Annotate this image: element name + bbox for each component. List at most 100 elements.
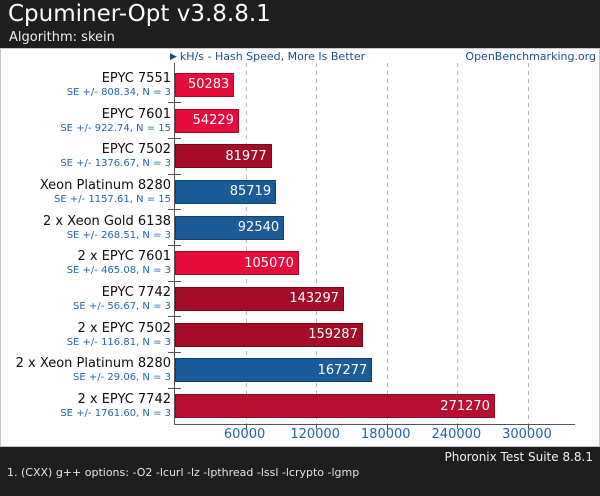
bar-label-column: EPYC 7742 SE +/- 56.67, N = 3 (1, 281, 174, 317)
bar-row: EPYC 7742 SE +/- 56.67, N = 3 143297 (1, 281, 575, 317)
x-axis-labels: 60000 120000 180000 240000 300000 (174, 426, 574, 446)
bar-se-label: SE +/- 116.81, N = 3 (66, 336, 171, 348)
suite-version-label: Phoronix Test Suite 8.8.1 (444, 450, 594, 464)
bar-se-label: SE +/- 29.06, N = 3 (73, 372, 171, 384)
bar-row: Xeon Platinum 8280 SE +/- 1157.61, N = 15… (1, 174, 575, 210)
bar-category-label: EPYC 7742 (101, 284, 171, 300)
gridline (245, 63, 247, 424)
bar-row: EPYC 7601 SE +/- 922.74, N = 15 54229 (1, 103, 575, 139)
bar-value-label: 81977 (225, 148, 267, 164)
bar-category-label: EPYC 7502 (101, 142, 171, 158)
chart-panel: ▶ kH/s - Hash Speed, More Is Better Open… (0, 48, 600, 447)
bar-label-column: 2 x EPYC 7601 SE +/- 465.08, N = 3 (1, 245, 174, 281)
y-axis-row-tick (168, 352, 181, 354)
x-tick-label: 240000 (431, 427, 482, 442)
bar-value-label: 143297 (289, 291, 339, 307)
bar-track: 271270 (174, 388, 575, 424)
bar-track: 92540 (174, 210, 575, 246)
bar-row: 2 x EPYC 7502 SE +/- 116.81, N = 3 159287 (1, 317, 575, 353)
bar-label-column: EPYC 7502 SE +/- 1376.67, N = 3 (1, 138, 174, 174)
bar-row: EPYC 7551 SE +/- 808.34, N = 3 50283 (1, 67, 575, 103)
y-axis-row-tick (168, 387, 181, 389)
bar-se-label: SE +/- 1376.67, N = 3 (60, 158, 171, 170)
x-tick-label: 60000 (223, 427, 266, 442)
bar-row: EPYC 7502 SE +/- 1376.67, N = 3 81977 (1, 138, 575, 174)
x-tick-mark (457, 424, 459, 429)
gridline (316, 63, 318, 424)
bar-se-label: SE +/- 808.34, N = 3 (66, 86, 171, 98)
y-axis-row-tick (168, 316, 181, 318)
bar-track: 167277 (174, 353, 575, 389)
y-axis-row-tick (168, 137, 181, 139)
bar-label-column: 2 x Xeon Platinum 8280 SE +/- 29.06, N = … (1, 353, 174, 389)
bar-category-label: 2 x EPYC 7502 (77, 320, 171, 336)
bar-track: 85719 (174, 174, 575, 210)
y-axis-row-tick (168, 209, 181, 211)
bar-se-label: SE +/- 1157.61, N = 15 (53, 193, 171, 205)
bar-value-label: 167277 (317, 362, 368, 378)
bar-track: 54229 (174, 103, 575, 139)
bar-se-label: SE +/- 465.08, N = 3 (66, 265, 171, 277)
bar: 167277 (175, 358, 373, 383)
bar: 85719 (175, 179, 277, 204)
bar-se-label: SE +/- 268.51, N = 3 (66, 229, 171, 241)
bar: 81977 (175, 144, 272, 169)
bar-track: 50283 (174, 67, 575, 103)
bar-row: 2 x EPYC 7742 SE +/- 1761.60, N = 3 271270 (1, 388, 575, 424)
compiler-note: 1. (CXX) g++ options: -O2 -lcurl -lz -lp… (7, 466, 360, 479)
bar-se-label: SE +/- 922.74, N = 15 (60, 122, 171, 134)
bar: 92540 (175, 215, 285, 240)
bar-value-label: 92540 (237, 220, 280, 236)
bar: 105070 (175, 251, 299, 276)
x-tick-label: 300000 (502, 427, 552, 442)
chart-header: Cpuminer-Opt v3.8.8.1 Algorithm: skein (0, 0, 600, 48)
bar-category-label: EPYC 7601 (101, 106, 171, 122)
bar-value-label: 271270 (440, 398, 490, 414)
bar: 54229 (175, 108, 239, 133)
bar-track: 143297 (174, 281, 575, 317)
bar: 271270 (175, 394, 495, 419)
bar-category-label: 2 x EPYC 7601 (77, 249, 171, 265)
plot-grid (174, 63, 575, 429)
chart-meta-row: ▶ kH/s - Hash Speed, More Is Better Open… (1, 50, 596, 63)
gridline (457, 63, 459, 424)
bar-category-label: 2 x Xeon Platinum 8280 (15, 356, 171, 372)
x-tick-mark (386, 424, 388, 429)
bar-rows: EPYC 7551 SE +/- 808.34, N = 3 50283 EPYC 7… (1, 67, 575, 424)
bar-label-column: Xeon Platinum 8280 SE +/- 1157.61, N = 15 (1, 174, 174, 210)
x-tick-mark (245, 424, 247, 429)
y-axis-row-tick (168, 102, 181, 104)
bar-label-column: EPYC 7551 SE +/- 808.34, N = 3 (1, 67, 174, 103)
bar: 159287 (175, 322, 363, 347)
y-axis-row-tick (168, 173, 181, 175)
chart-footer: Phoronix Test Suite 8.8.1 1. (CXX) g++ o… (0, 447, 600, 496)
bar-value-label: 50283 (187, 77, 230, 93)
bar-category-label: Xeon Platinum 8280 (39, 177, 171, 193)
bar-value-label: 85719 (229, 184, 272, 200)
bar: 143297 (175, 286, 344, 311)
bar-row: 2 x Xeon Gold 6138 SE +/- 268.51, N = 3 92… (1, 210, 575, 246)
unit-label-group: ▶ kH/s - Hash Speed, More Is Better (170, 50, 365, 63)
x-tick-label: 180000 (360, 427, 411, 442)
bar-track: 105070 (174, 245, 575, 281)
openbenchmarking-link[interactable]: OpenBenchmarking.org (465, 50, 596, 63)
bar-row: 2 x EPYC 7601 SE +/- 465.08, N = 3 105070 (1, 245, 575, 281)
bar-category-label: EPYC 7551 (101, 70, 171, 86)
bar-label-column: 2 x EPYC 7742 SE +/- 1761.60, N = 3 (1, 388, 174, 424)
bar-label-column: EPYC 7601 SE +/- 922.74, N = 15 (1, 103, 174, 139)
bar-label-column: 2 x Xeon Gold 6138 SE +/- 268.51, N = 3 (1, 210, 174, 246)
x-tick-mark (527, 424, 529, 429)
bar: 50283 (175, 72, 235, 97)
bar-value-label: 54229 (192, 113, 234, 129)
bar-se-label: SE +/- 1761.60, N = 3 (60, 408, 171, 420)
x-tick-mark (316, 424, 318, 429)
unit-label: kH/s - Hash Speed, More Is Better (179, 50, 366, 63)
bar-se-label: SE +/- 56.67, N = 3 (73, 300, 171, 312)
bar-value-label: 105070 (244, 255, 294, 271)
gridline (527, 63, 529, 424)
bar-category-label: 2 x EPYC 7742 (77, 392, 171, 408)
x-tick-label: 120000 (290, 427, 340, 442)
more-is-better-arrow-icon: ▶ (170, 51, 177, 62)
bar-row: 2 x Xeon Platinum 8280 SE +/- 29.06, N = … (1, 353, 575, 389)
